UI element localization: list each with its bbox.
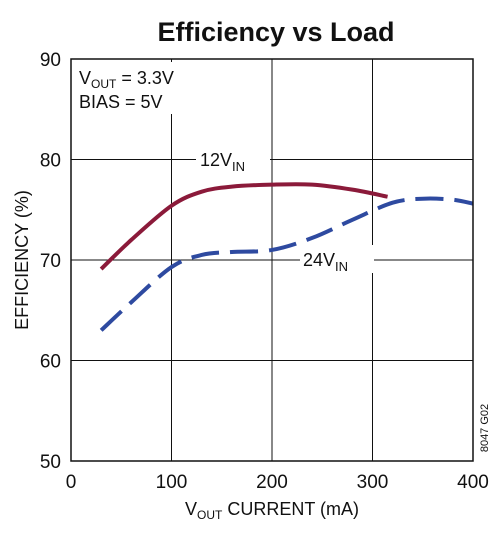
x-tick-label-400: 400 (457, 472, 489, 493)
x-tick-label-0: 0 (66, 472, 77, 493)
chart-title: Efficiency vs Load (157, 17, 394, 47)
x-tick-label-200: 200 (256, 472, 288, 493)
series-label-bg-24vin (300, 245, 374, 273)
x-axis-label: VOUT CURRENT (mA) (185, 499, 359, 522)
plot-frame (70, 58, 474, 462)
condition-bias: BIAS = 5V (79, 92, 163, 112)
y-tick-label-80: 80 (40, 151, 61, 172)
conditions-bg (74, 62, 200, 114)
y-axis-label: EFFICIENCY (%) (12, 190, 32, 330)
x-tick-label-300: 300 (357, 472, 389, 493)
x-tick-label-100: 100 (156, 472, 188, 493)
series-lines (99, 182, 474, 332)
condition-vout: VOUT = 3.3V (79, 68, 174, 91)
grid-lines (71, 59, 473, 461)
y-tick-label-50: 50 (40, 452, 61, 473)
series-label-12vin: 12VIN (200, 150, 245, 174)
series-line-1 (99, 196, 474, 332)
tick-labels: 0 100 200 300 400 50 60 70 80 90 (40, 50, 489, 493)
y-tick-label-90: 90 (40, 50, 61, 71)
series-line-0 (99, 182, 388, 271)
figure-code: 8047 G02 (479, 404, 491, 452)
y-tick-label-60: 60 (40, 352, 61, 373)
y-tick-label-70: 70 (40, 251, 61, 272)
series-label-bg-12vin (196, 146, 270, 174)
series-label-24vin: 24VIN (303, 250, 348, 274)
